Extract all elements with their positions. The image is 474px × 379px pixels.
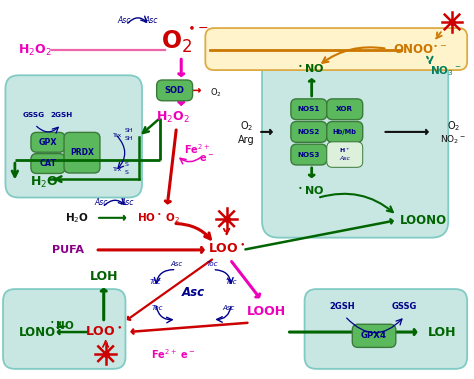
Text: PRDX: PRDX: [70, 148, 94, 157]
Text: Fe$^{2+}$: Fe$^{2+}$: [184, 143, 210, 156]
Text: CAT: CAT: [39, 159, 56, 168]
Text: ONOO$^{\bullet-}$: ONOO$^{\bullet-}$: [393, 44, 448, 57]
Text: NO$_3$$^-$: NO$_3$$^-$: [430, 64, 462, 78]
FancyBboxPatch shape: [291, 99, 327, 120]
Text: GSSG: GSSG: [392, 302, 418, 311]
FancyBboxPatch shape: [327, 122, 363, 142]
Text: Toc: Toc: [226, 279, 237, 285]
Text: Toc: Toc: [150, 279, 162, 285]
FancyBboxPatch shape: [3, 289, 126, 369]
Text: NO$_2$$^-$: NO$_2$$^-$: [440, 134, 466, 146]
Text: O$_2$: O$_2$: [240, 119, 253, 133]
Text: Asc: Asc: [144, 16, 158, 25]
Text: 2GSH: 2GSH: [50, 112, 73, 118]
Text: Toc: Toc: [152, 305, 164, 312]
FancyBboxPatch shape: [327, 99, 363, 120]
Text: Asc: Asc: [118, 16, 131, 25]
Text: $^\bullet$NO: $^\bullet$NO: [296, 63, 325, 75]
Text: PUFA: PUFA: [52, 245, 84, 255]
Text: S: S: [125, 171, 129, 175]
FancyBboxPatch shape: [5, 75, 142, 197]
FancyBboxPatch shape: [205, 28, 467, 70]
Text: Asc: Asc: [222, 305, 235, 312]
Text: Trx: Trx: [113, 133, 122, 138]
Text: GPX4: GPX4: [361, 331, 387, 340]
Text: $^\bullet$NO: $^\bullet$NO: [296, 184, 325, 197]
Text: GSSG: GSSG: [23, 112, 45, 118]
Text: LOH: LOH: [428, 326, 457, 338]
Text: LOONO: LOONO: [400, 214, 447, 227]
FancyBboxPatch shape: [291, 144, 327, 165]
Text: H$_2$O$_2$: H$_2$O$_2$: [156, 110, 190, 125]
Text: Asc: Asc: [339, 156, 350, 161]
Text: Asc: Asc: [94, 198, 108, 207]
FancyBboxPatch shape: [31, 132, 65, 152]
Text: NOS1: NOS1: [298, 106, 320, 112]
Text: SH: SH: [125, 128, 134, 133]
FancyBboxPatch shape: [262, 56, 448, 238]
Text: LOOH: LOOH: [247, 305, 286, 318]
FancyBboxPatch shape: [352, 324, 396, 348]
Text: SOD: SOD: [164, 86, 184, 95]
Text: Asc: Asc: [170, 261, 182, 267]
Text: NOS3: NOS3: [298, 152, 320, 158]
Text: $^{\bullet-}$: $^{\bullet-}$: [187, 24, 209, 42]
Text: LOH: LOH: [90, 270, 118, 283]
Text: GPX: GPX: [39, 138, 57, 147]
Text: Toc: Toc: [207, 261, 218, 267]
Text: e$^-$: e$^-$: [199, 153, 214, 164]
FancyBboxPatch shape: [31, 153, 65, 174]
Text: O$_2$: O$_2$: [161, 29, 192, 55]
Text: LONO: LONO: [19, 326, 56, 338]
Text: H$^+$: H$^+$: [339, 146, 350, 155]
FancyBboxPatch shape: [291, 122, 327, 142]
FancyBboxPatch shape: [64, 132, 100, 173]
Text: XOR: XOR: [336, 106, 353, 112]
FancyBboxPatch shape: [305, 289, 467, 369]
Text: 2GSH: 2GSH: [329, 302, 355, 311]
Text: H$_2$O: H$_2$O: [30, 175, 58, 190]
Text: LOO$^\bullet$: LOO$^\bullet$: [208, 243, 245, 257]
Text: NOS2: NOS2: [298, 129, 320, 135]
Text: S: S: [125, 163, 129, 168]
Text: LOO$^\bullet$: LOO$^\bullet$: [85, 326, 122, 338]
FancyBboxPatch shape: [156, 80, 192, 101]
Text: O$_2$: O$_2$: [210, 86, 222, 99]
Text: H$_2$O: H$_2$O: [65, 211, 89, 225]
Text: Asc: Asc: [182, 286, 205, 299]
Text: Hb/Mb: Hb/Mb: [333, 129, 357, 135]
Text: Arg: Arg: [238, 135, 255, 145]
Text: Trx: Trx: [113, 167, 122, 172]
Text: O$_2$: O$_2$: [447, 119, 460, 133]
Text: $^\bullet$NO: $^\bullet$NO: [48, 319, 74, 332]
Text: SH: SH: [125, 136, 134, 141]
Text: Asc: Asc: [120, 198, 134, 207]
FancyBboxPatch shape: [327, 142, 363, 167]
Text: HO$^\bullet$ O$_2$: HO$^\bullet$ O$_2$: [137, 211, 181, 225]
Text: H$_2$O$_2$: H$_2$O$_2$: [18, 43, 52, 58]
Text: Fe$^{2+}$ e$^-$: Fe$^{2+}$ e$^-$: [151, 347, 196, 361]
